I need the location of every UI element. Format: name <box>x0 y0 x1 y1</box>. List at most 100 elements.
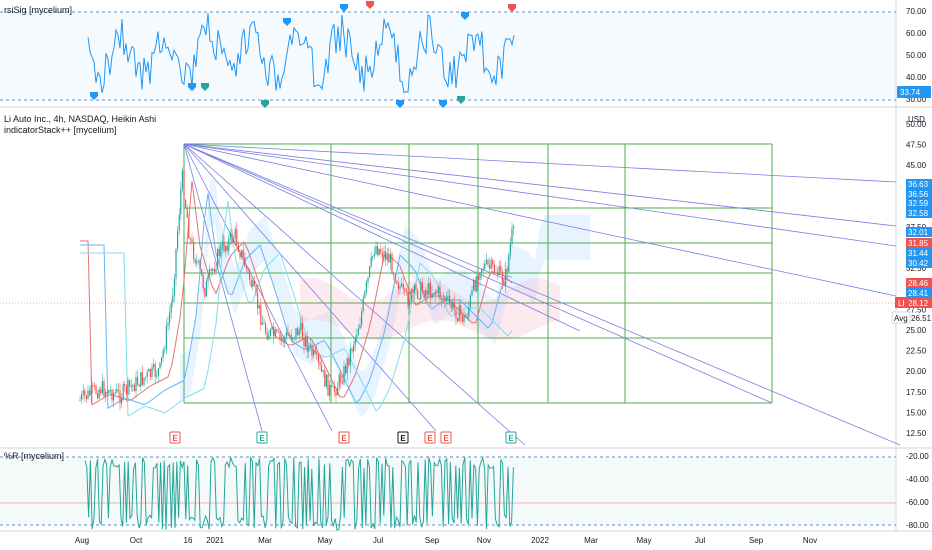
earnings-marker[interactable] <box>505 431 517 444</box>
candle-body <box>287 332 289 336</box>
candle-body <box>317 354 319 363</box>
candle-body <box>505 268 507 286</box>
candle-body <box>274 329 276 337</box>
candle-body <box>393 274 395 276</box>
candle-body <box>178 214 180 231</box>
candle-body <box>415 284 417 291</box>
candle-body <box>493 264 495 273</box>
candle-body <box>223 241 225 252</box>
candle-body <box>477 276 479 280</box>
candle-body <box>314 349 316 354</box>
candle-body <box>482 268 484 270</box>
earnings-marker[interactable] <box>424 431 436 444</box>
rsi-signal-marker <box>396 100 404 108</box>
candle-body <box>457 318 459 322</box>
candle-body <box>340 374 342 383</box>
candle-body <box>151 366 153 378</box>
candle-body <box>418 298 420 300</box>
earnings-marker[interactable] <box>440 431 452 444</box>
candle-body <box>375 246 377 255</box>
earnings-marker-letter: E <box>172 434 178 443</box>
candle-body <box>209 269 211 276</box>
candle-body <box>281 338 283 340</box>
time-tick-label: Jul <box>373 536 383 545</box>
time-tick-label: May <box>636 536 651 545</box>
candle-body <box>333 386 335 392</box>
candle-body <box>239 251 241 257</box>
candle-body <box>79 399 81 401</box>
rsi-pane[interactable]: rsiSig [mycelium] 70.00 60.00 50.00 40.00 30… <box>0 1 931 108</box>
earnings-marker[interactable] <box>397 431 409 444</box>
candle-body <box>114 392 116 394</box>
candle-body <box>156 375 158 377</box>
time-tick-label: Nov <box>803 536 817 545</box>
candle-body <box>341 382 343 384</box>
candle-body <box>434 291 436 295</box>
earnings-marker-letter: E <box>443 434 449 443</box>
candle-body <box>129 380 131 387</box>
candle-body <box>125 386 127 395</box>
avg-value: 26.51 <box>911 314 932 323</box>
candle-body <box>130 385 132 387</box>
rsi-signal-marker <box>340 4 348 12</box>
time-axis[interactable]: Aug Oct 16 2021 Mar May Jul Sep Nov 2022 Mar May Jul… <box>75 536 817 545</box>
candle-body <box>343 366 345 384</box>
candle-body <box>84 390 86 396</box>
candle-body <box>421 282 423 292</box>
williams-r-pane[interactable]: %R [mycelium] -20.00 -40.00 -60.00 -80.00 <box>0 451 929 531</box>
candle-body <box>271 326 273 330</box>
currency-label: USD <box>908 115 925 124</box>
speed-resistance-fan[interactable] <box>183 143 901 446</box>
rsi-signal-marker <box>283 18 291 26</box>
earnings-marker[interactable] <box>338 431 350 444</box>
rsi-signal-marker <box>461 12 469 20</box>
candle-body <box>266 332 268 340</box>
candle-body <box>82 390 84 395</box>
candle-body <box>303 338 305 347</box>
candle-body <box>285 332 287 337</box>
candle-body <box>226 245 228 252</box>
symbol-tag-text: LI <box>898 299 905 308</box>
earnings-marker[interactable] <box>169 431 181 444</box>
indicator-cloud-band <box>300 278 560 340</box>
time-tick-label: May <box>317 536 332 545</box>
candle-body <box>220 245 222 257</box>
candle-body <box>141 372 143 385</box>
candle-body <box>386 255 388 261</box>
candle-body <box>101 381 103 394</box>
candle-body <box>181 170 183 189</box>
candle-body <box>90 385 92 396</box>
candle-body <box>429 282 431 298</box>
williams-r-line <box>84 455 514 531</box>
candle-body <box>197 260 199 262</box>
candle-body <box>186 207 188 218</box>
candle-body <box>225 245 227 252</box>
rsi-line <box>87 13 515 94</box>
earnings-marker[interactable] <box>256 431 268 444</box>
candle-body <box>95 385 97 394</box>
wr-price-axis[interactable]: -20.00 -40.00 -60.00 -80.00 <box>906 452 929 530</box>
rsi-current-value: 33.74 <box>900 88 921 97</box>
candle-body <box>413 284 415 293</box>
candle-body <box>228 238 230 252</box>
price-tick-label: 17.50 <box>906 388 927 397</box>
price-tag-text: 32.58 <box>908 209 929 218</box>
price-tag <box>906 248 932 258</box>
candle-body <box>122 384 124 399</box>
price-tag-text: 31.44 <box>908 249 929 258</box>
main-pane[interactable]: Li Auto Inc., 4h, NASDAQ, Heikin Ashi in… <box>0 114 932 446</box>
candle-body <box>365 282 367 292</box>
rsi-signal-marker <box>261 100 269 108</box>
candle-body <box>273 326 275 337</box>
time-tick-label: Jul <box>695 536 705 545</box>
candle-body <box>245 266 247 269</box>
candle-body <box>485 259 487 264</box>
candle-body <box>506 268 508 272</box>
candle-body <box>407 292 409 306</box>
rsi-price-axis[interactable]: 70.00 60.00 50.00 40.00 30.00 <box>906 7 927 104</box>
candle-body <box>484 263 486 270</box>
candle-body <box>165 325 167 350</box>
candle-body <box>289 335 291 337</box>
